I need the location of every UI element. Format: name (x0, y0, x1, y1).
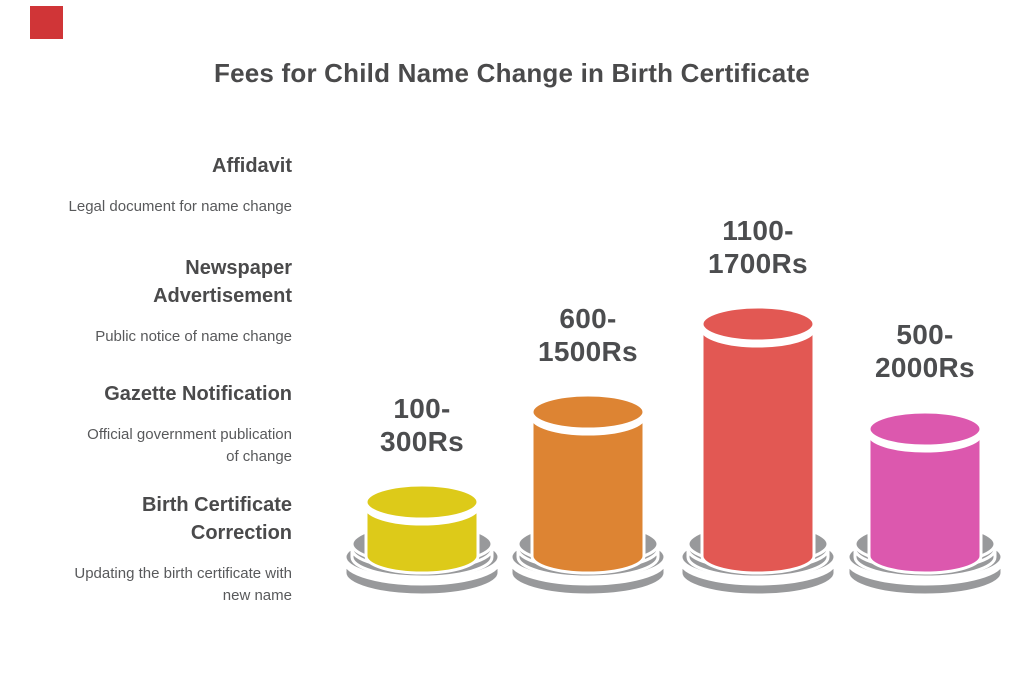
category-name: Affidavit (212, 155, 292, 177)
cylinder-side (700, 327, 816, 575)
cylinder-bar-1 (509, 393, 667, 597)
pedestal-lower-side (846, 560, 1004, 597)
cylinder-side (867, 432, 983, 575)
category-description: Official government publication of chang… (87, 426, 292, 465)
value-label-birth-certificate-correction: 500- 2000Rs (875, 319, 975, 383)
category-name: Gazette Notification (104, 383, 292, 405)
category-description: Public notice of name change (95, 328, 292, 345)
pedestal-lower-side (679, 560, 837, 597)
category-name: Newspaper Advertisement (153, 257, 292, 307)
value-label-newspaper-advertisement: 600- 1500Rs (538, 303, 638, 367)
value-label-gazette-notification: 1100- 1700Rs (708, 215, 808, 279)
cylinder-top (867, 410, 983, 448)
category-newspaper-advertisement: Newspaper Advertisement Public notice of… (22, 254, 292, 348)
cylinder-bar-2 (679, 305, 837, 597)
value-label-affidavit: 100- 300Rs (379, 393, 464, 457)
brand-square-mark (30, 6, 63, 39)
page-title: Fees for Child Name Change in Birth Cert… (214, 58, 810, 88)
cylinder-top (700, 305, 816, 343)
cylinder-top (364, 483, 480, 521)
category-description: Legal document for name change (68, 198, 292, 215)
cylinder-top (530, 393, 646, 431)
category-affidavit: Affidavit Legal document for name change (22, 152, 292, 218)
cylinder-bar-3 (846, 410, 1004, 597)
pedestal-lower-side (509, 560, 667, 597)
category-gazette-notification: Gazette Notification Official government… (22, 380, 292, 468)
category-description: Updating the birth certificate with new … (74, 565, 292, 604)
cylinder-bar-0 (343, 483, 501, 597)
cylinder-side (364, 505, 480, 575)
pedestal-lower-side (343, 560, 501, 597)
category-name: Birth Certificate Correction (141, 494, 292, 544)
cylinder-side (530, 415, 646, 575)
category-birth-certificate-correction: Birth Certificate Correction Updating th… (22, 491, 292, 607)
